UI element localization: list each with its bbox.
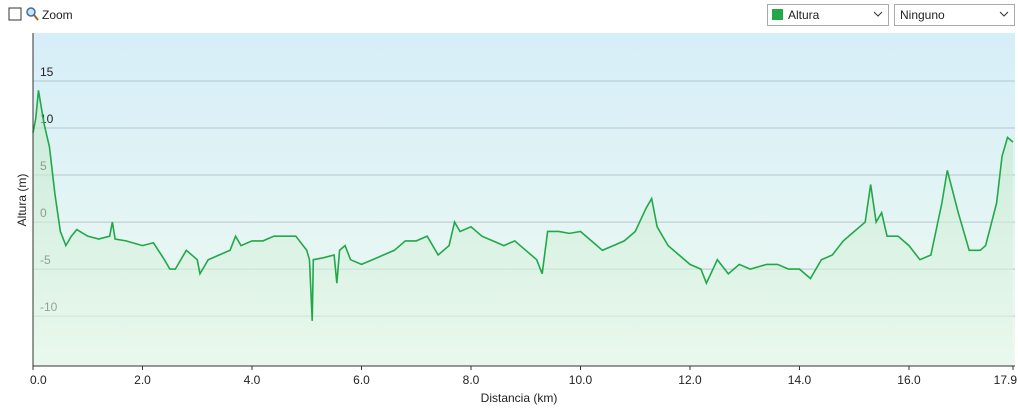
x-tick-label: 8.0 [463, 373, 480, 387]
x-axis-label: Distancia (km) [481, 391, 558, 405]
x-tick-label: 2.0 [134, 373, 151, 387]
zoom-icon-handle [33, 14, 39, 21]
dropdown-arrow [999, 11, 1009, 17]
y-axis-label: Altura (m) [15, 174, 29, 227]
compare-select[interactable] [894, 4, 1015, 26]
x-tick-label: 4.0 [244, 373, 261, 387]
compare-select-text: Ninguno [900, 8, 945, 22]
series-select[interactable] [767, 4, 889, 26]
x-tick-label: 10.0 [569, 373, 593, 387]
x-tick-label: 16.0 [897, 373, 921, 387]
area-fill [33, 90, 1013, 367]
x-tick-label: 0.0 [30, 373, 47, 387]
dropdown-arrow [873, 11, 883, 17]
x-tick-label: 17.9 [994, 373, 1018, 387]
y-tick-label: 15 [40, 65, 54, 79]
x-tick-label: 12.0 [678, 373, 702, 387]
x-tick-label: 14.0 [788, 373, 812, 387]
zoom-label: Zoom [42, 8, 73, 22]
x-tick-label: 6.0 [353, 373, 370, 387]
series-select-text: Altura [788, 8, 820, 22]
zoom-icon [26, 7, 36, 17]
line [32, 90, 1014, 321]
zoom-checkbox[interactable] [8, 7, 22, 21]
series-swatch [772, 9, 783, 20]
